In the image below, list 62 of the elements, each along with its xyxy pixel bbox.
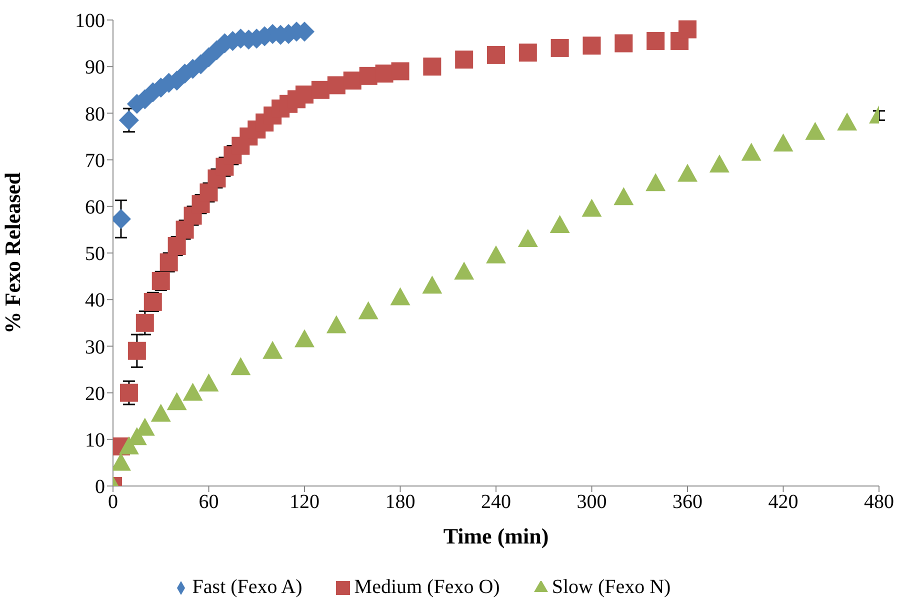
- point: [128, 342, 146, 360]
- point: [709, 154, 730, 172]
- point: [422, 276, 442, 294]
- legend-label: Medium (Fexo O): [354, 576, 500, 598]
- point: [230, 357, 251, 376]
- point: [150, 404, 171, 422]
- legend-label: Fast (Fexo A): [192, 576, 302, 598]
- x-axis-title: Time (min): [443, 524, 549, 549]
- point: [550, 215, 570, 234]
- x-tick-label: 480: [864, 491, 894, 514]
- point: [614, 34, 633, 52]
- point: [182, 382, 203, 401]
- y-tick-label: 80: [85, 103, 105, 126]
- point: [518, 44, 537, 62]
- point: [358, 301, 378, 320]
- point: [805, 122, 826, 140]
- point: [120, 384, 138, 402]
- point: [326, 315, 346, 334]
- y-tick-label: 0: [95, 476, 105, 498]
- y-tick-label: 20: [85, 382, 105, 405]
- point: [646, 32, 665, 50]
- point: [518, 229, 538, 248]
- point: [550, 38, 569, 57]
- y-tick-label: 90: [85, 56, 105, 79]
- point: [741, 142, 762, 161]
- y-tick-label: 50: [85, 243, 105, 266]
- point: [678, 164, 698, 182]
- x-tick-label: 420: [768, 491, 798, 514]
- x-tick-label: 120: [290, 491, 320, 514]
- point: [262, 340, 283, 359]
- point: [837, 112, 858, 131]
- point: [487, 46, 505, 64]
- x-tick-label: 180: [385, 491, 416, 514]
- y-tick-label: 40: [85, 290, 105, 312]
- point: [582, 36, 601, 55]
- y-tick-label: 70: [85, 150, 105, 172]
- point: [582, 198, 602, 217]
- y-axis-title: % Fexo Released: [0, 172, 25, 334]
- x-tick-label: 60: [198, 491, 219, 514]
- point: [391, 62, 410, 80]
- y-tick-label: 100: [75, 10, 105, 32]
- point: [198, 373, 219, 392]
- point: [390, 287, 410, 306]
- point: [423, 58, 442, 76]
- y-tick-label: 60: [85, 196, 105, 218]
- point: [136, 314, 154, 332]
- point: [454, 262, 474, 280]
- point: [118, 110, 139, 130]
- x-tick-label: 240: [481, 491, 511, 514]
- y-tick-label: 10: [85, 430, 105, 452]
- point: [773, 133, 794, 152]
- legend-label: Slow (Fexo N): [552, 576, 671, 598]
- point: [294, 329, 314, 348]
- point: [455, 50, 474, 69]
- point: [614, 187, 634, 206]
- point: [646, 173, 666, 192]
- point: [486, 245, 506, 264]
- point: [678, 20, 696, 38]
- x-tick-label: 360: [672, 491, 702, 514]
- x-tick-label: 300: [576, 491, 607, 514]
- point: [166, 392, 187, 410]
- y-tick-label: 30: [85, 336, 105, 358]
